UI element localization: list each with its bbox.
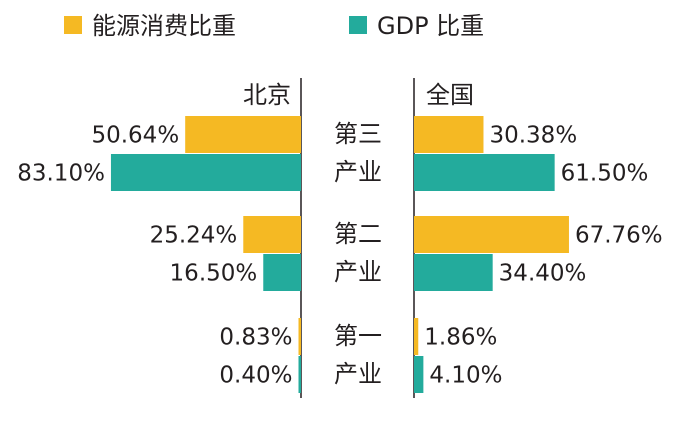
sector-label-0-line2: 产业	[334, 158, 382, 186]
sector-label-0-line1: 第三	[334, 120, 382, 148]
bar-beijing-energy-1	[243, 216, 301, 253]
value-label-beijing-energy-0: 50.64%	[91, 123, 179, 149]
bar-beijing-gdp-1	[263, 254, 301, 291]
legend-label-0: 能源消费比重	[92, 12, 236, 40]
value-label-beijing-gdp-2: 0.40%	[219, 363, 292, 389]
bar-beijing-gdp-2	[298, 356, 301, 393]
panel-label-beijing: 北京	[243, 81, 291, 109]
bar-china-energy-1	[414, 216, 569, 253]
panel-label-china: 全国	[426, 81, 474, 109]
bar-china-energy-2	[414, 318, 419, 355]
legend-label-1: GDP 比重	[377, 12, 484, 40]
value-label-beijing-energy-2: 0.83%	[219, 325, 292, 351]
value-label-beijing-gdp-0: 83.10%	[17, 161, 105, 187]
sector-label-1-line1: 第二	[334, 220, 382, 248]
value-label-china-gdp-2: 4.10%	[429, 363, 502, 389]
bar-china-gdp-1	[414, 254, 493, 291]
value-label-beijing-gdp-1: 16.50%	[170, 261, 258, 287]
bar-beijing-energy-0	[185, 116, 301, 153]
bar-beijing-energy-2	[298, 318, 301, 355]
legend-swatch-0	[64, 16, 82, 34]
value-label-china-gdp-1: 34.40%	[499, 261, 587, 287]
bar-beijing-gdp-0	[110, 154, 301, 191]
bar-china-energy-0	[414, 116, 484, 153]
sector-label-1-line2: 产业	[334, 258, 382, 286]
legend-swatch-1	[349, 16, 367, 34]
sector-label-2-line1: 第一	[334, 322, 382, 350]
value-label-china-gdp-0: 61.50%	[561, 161, 649, 187]
value-label-china-energy-0: 30.38%	[489, 123, 577, 149]
bar-china-gdp-2	[414, 356, 424, 393]
sector-label-2-line2: 产业	[334, 360, 382, 388]
value-label-china-energy-2: 1.86%	[424, 325, 497, 351]
value-label-beijing-energy-1: 25.24%	[150, 223, 238, 249]
bar-china-gdp-0	[414, 154, 555, 191]
value-label-china-energy-1: 67.76%	[575, 223, 663, 249]
